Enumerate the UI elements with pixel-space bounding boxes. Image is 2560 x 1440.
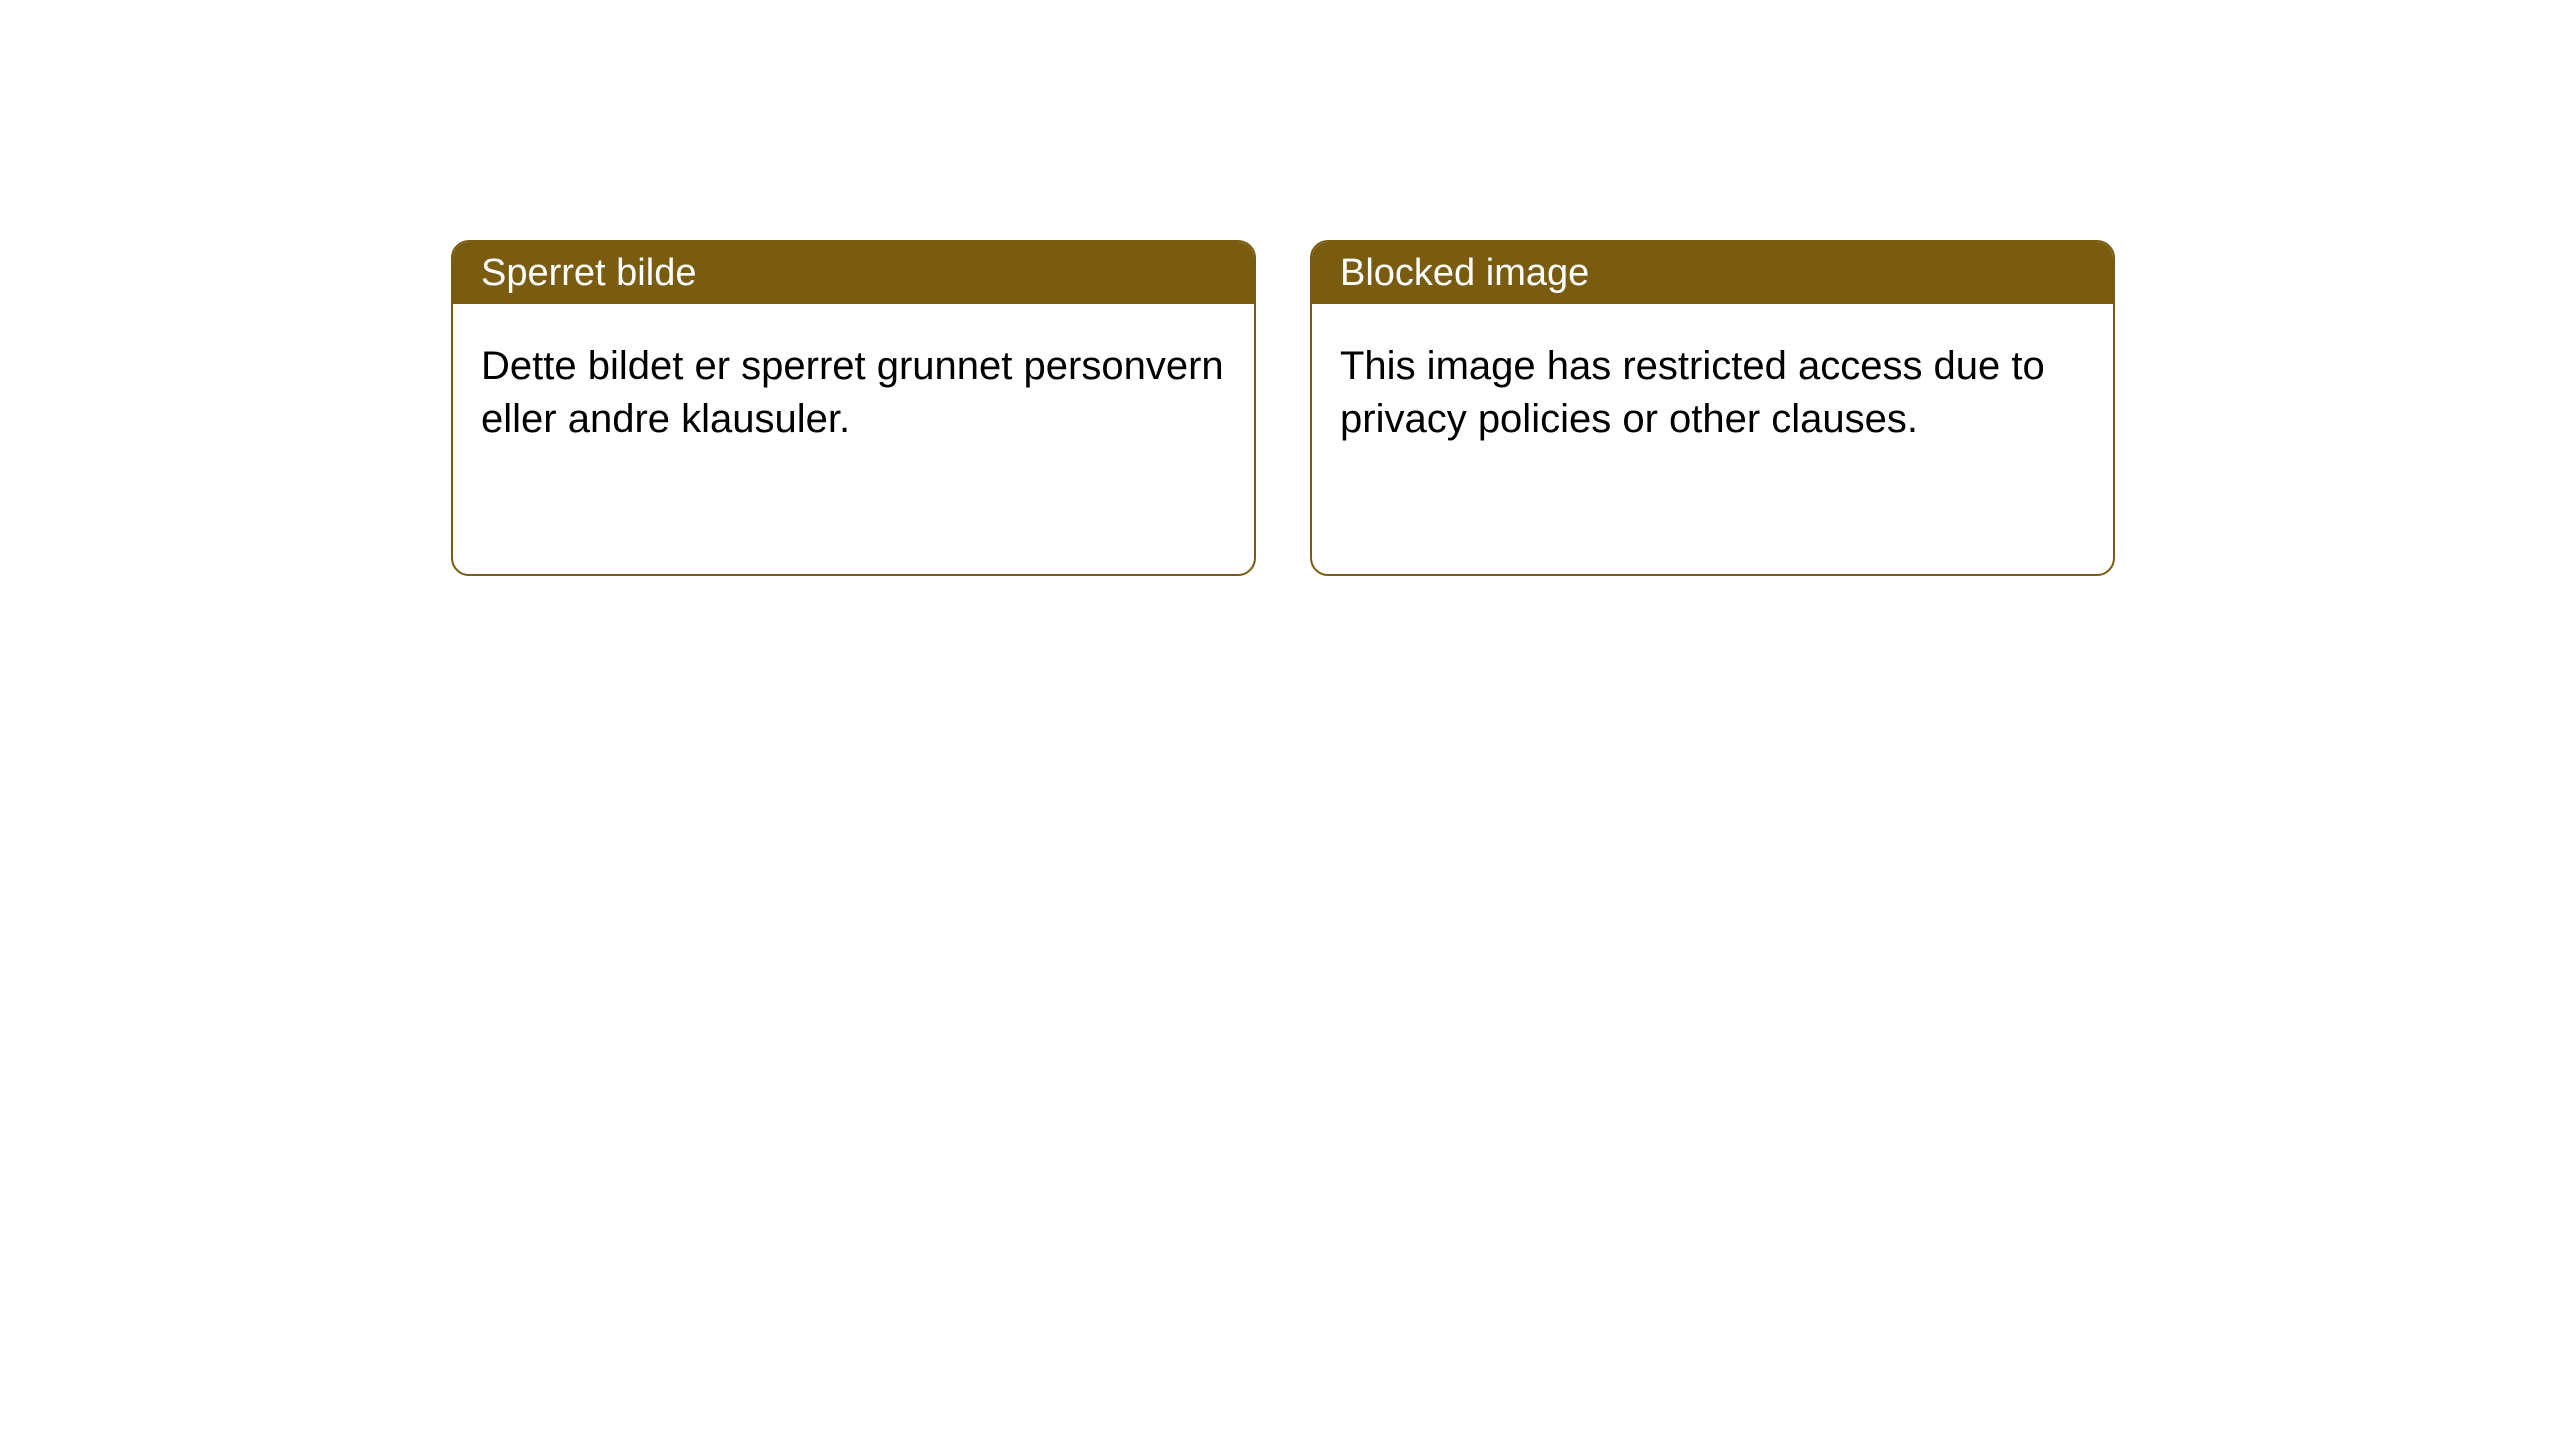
notice-box-english: Blocked image This image has restricted … (1310, 240, 2115, 576)
notice-body-english: This image has restricted access due to … (1312, 304, 2113, 482)
notice-title-norwegian: Sperret bilde (481, 252, 696, 295)
notice-header-english: Blocked image (1312, 242, 2113, 304)
notice-text-norwegian: Dette bildet er sperret grunnet personve… (481, 344, 1224, 441)
notice-text-english: This image has restricted access due to … (1340, 344, 2045, 441)
notice-box-norwegian: Sperret bilde Dette bildet er sperret gr… (451, 240, 1256, 576)
notice-container: Sperret bilde Dette bildet er sperret gr… (451, 240, 2115, 576)
notice-body-norwegian: Dette bildet er sperret grunnet personve… (453, 304, 1254, 482)
notice-header-norwegian: Sperret bilde (453, 242, 1254, 304)
notice-title-english: Blocked image (1340, 252, 1589, 295)
